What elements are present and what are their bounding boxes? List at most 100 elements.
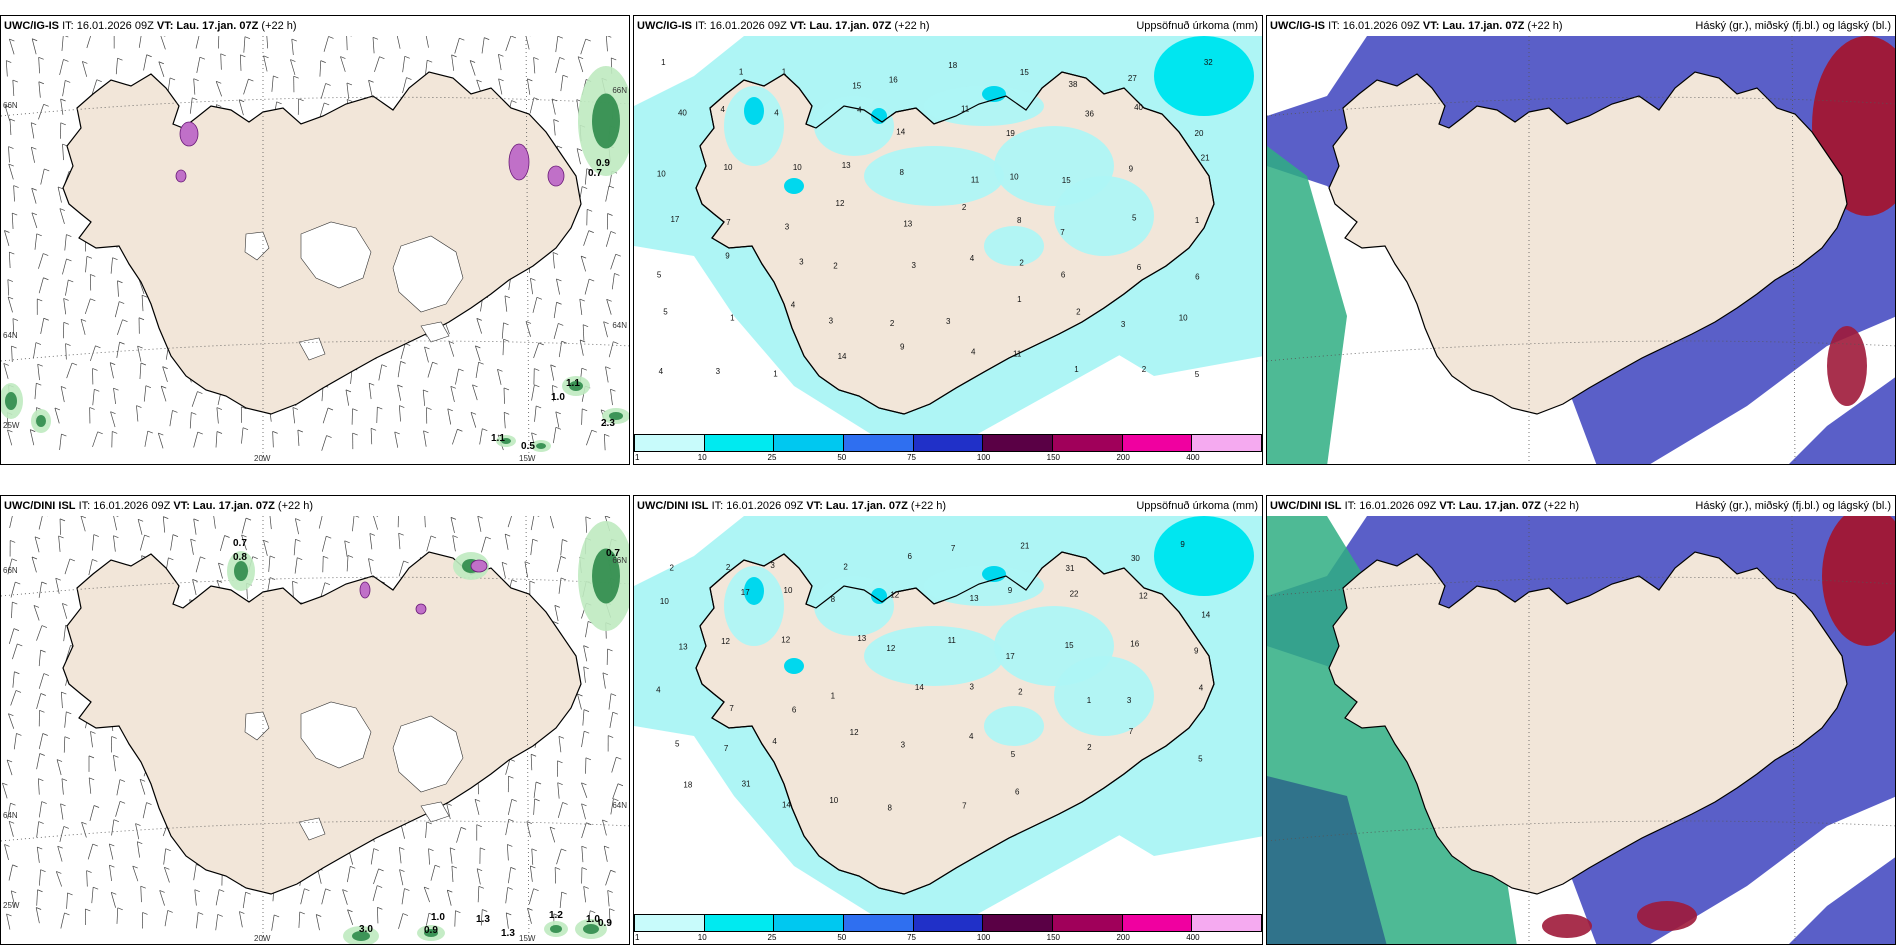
wind-barb [4,230,10,246]
wind-barb-flag [119,779,126,782]
wind-barb [503,387,505,404]
wind-barb-flag [111,736,117,739]
wind-barb [527,908,532,924]
wind-barb-flag [476,824,482,827]
wind-barb [34,233,38,250]
wind-barb-flag [342,889,348,892]
wind-barb [320,582,326,599]
wind-barb [297,429,300,446]
precip-value: 17 [1006,652,1015,661]
wind-barb [582,709,585,726]
wind-barb [92,389,95,406]
wind-barb-flag [381,364,387,368]
wind-barb-flag [377,907,383,910]
wind-barb [137,519,143,535]
precip-value: 17 [741,588,750,597]
wind-barb-flag [478,885,484,889]
wind-barb-flag [163,516,169,519]
wind-barb [451,54,455,71]
wind-barb-flag [589,278,595,282]
wind-barb [320,83,326,99]
wind-barb [63,298,67,315]
wind-barb-flag [472,384,478,388]
wind-barb-flag [524,561,531,564]
wind-barb-flag [272,431,278,434]
wind-barb [347,909,354,925]
wind-barb [62,258,67,275]
wind-barb-flag [452,535,458,538]
wind-barb [292,581,294,598]
wind-barb-flag [591,429,597,433]
wind-barb-flag [347,555,354,558]
wind-barb-flag [292,407,299,410]
wind-barb-flag [584,730,590,734]
wind-barb [581,782,588,798]
wind-barb [38,277,44,294]
precip-value: 30 [1131,554,1140,563]
wind-barb-flag [560,556,566,559]
wind-barb-flag [504,295,511,299]
precip-value: 20 [1195,129,1204,138]
wind-barb [450,517,455,534]
wind-barb-flag [583,886,589,889]
init-time: IT: 16.01.2026 09Z [62,20,154,32]
wind-barb-flag [583,666,589,670]
wind-barb-flag [553,119,559,122]
precip-value: 6 [1137,263,1142,272]
contour-values: 0.70.8 0.73.01.00.91.3 1.2 1.00.91.3 [233,538,620,939]
wind-barb-flag [168,557,174,561]
wind-barb [368,558,372,575]
wind-barb [552,385,555,402]
wind-barb [290,59,296,76]
wind-barb-flag [8,146,14,149]
wind-barb-flag [193,518,199,522]
wind-barb-flag [530,277,536,281]
wind-barb [475,345,481,362]
wind-barb [378,364,383,381]
wind-barb-flag [60,122,66,126]
wind-barb [319,60,322,77]
precip-value: 40 [678,108,687,117]
wind-barb-flag [581,782,587,786]
wind-barb-flag [43,103,49,107]
precip-value: 27 [1128,74,1137,83]
legend-swatch [774,435,845,451]
precip-value: 14 [782,800,791,809]
wind-barb-flag [4,105,11,108]
wind-barb-flag [244,36,251,40]
wind-barb-flag [531,848,537,852]
wind-barb-flag [60,803,66,807]
cloud-map [1267,35,1895,464]
wind-barb-flag [40,649,46,653]
precip-value: 5 [1195,370,1200,379]
wind-barb-flag [485,536,491,540]
precip-band [1104,296,1262,376]
wind-barb [554,605,559,622]
wind-barb-flag [66,258,72,262]
init-time: IT: 16.01.2026 09Z [711,500,804,512]
magenta-area [179,121,199,147]
wind-barb [294,557,298,574]
precip-value: 1 [1074,365,1079,374]
wind-barb [402,56,406,73]
glaciers [244,701,464,841]
wind-barb-flag [216,580,223,583]
wind-barb [243,36,246,53]
wind-barb [8,163,14,180]
wind-barb [469,60,476,76]
wind-barb [549,826,556,843]
wind-barb-flag [585,516,591,520]
wind-barb-flag [113,819,120,822]
wind-barb-flag [476,79,482,83]
wind-barb-flag [554,605,560,608]
wind-barb [581,803,586,820]
wind-barb [38,253,44,269]
dark-green-area [234,561,248,581]
wind-barb-flag [219,889,225,892]
no-precip-area [634,246,874,436]
wind-barb [481,536,487,553]
wind-barb-flag [8,713,14,717]
wind-barb [373,868,379,885]
wind-barb-flag [585,38,591,42]
wind-barb [80,319,86,335]
